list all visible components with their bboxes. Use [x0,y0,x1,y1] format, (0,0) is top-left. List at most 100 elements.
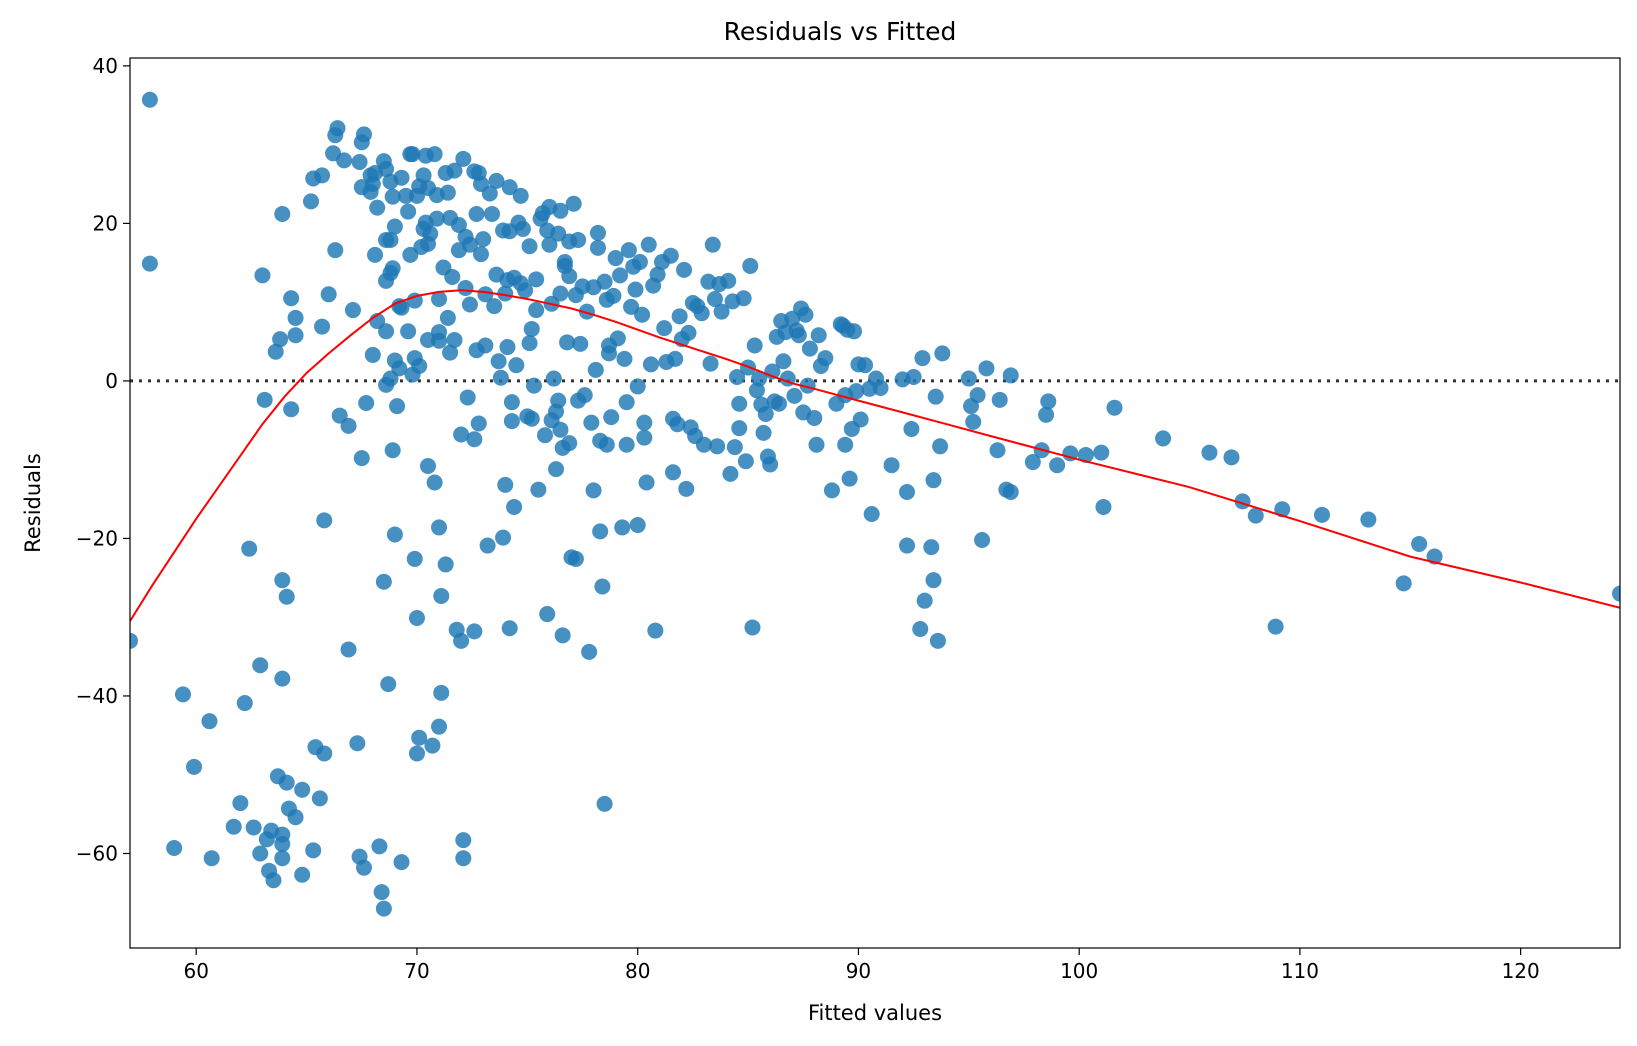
data-point [680,324,697,341]
data-point [278,588,295,605]
data-point [431,718,448,735]
data-point [636,414,653,431]
data-point [274,572,291,589]
data-point [439,184,456,201]
data-point [278,774,295,791]
data-point [709,438,726,455]
data-point [729,368,746,385]
data-point [453,426,470,443]
data-point [457,279,474,296]
data-point [552,202,569,219]
data-point [912,621,929,638]
data-point [367,246,384,263]
data-point [618,436,635,453]
data-point [1106,399,1123,416]
data-point [720,272,737,289]
y-tick-label: −20 [76,526,118,550]
data-point [631,253,648,270]
data-point [770,395,787,412]
data-point [501,179,518,196]
data-point [497,476,514,493]
lowess-trend-line [130,289,1620,622]
x-tick-label: 70 [404,959,429,983]
data-point [561,268,578,285]
data-point [481,185,498,202]
data-point [607,250,624,267]
data-point [1267,618,1284,635]
data-point [256,391,273,408]
data-point [141,255,158,272]
data-point [559,334,576,351]
data-point [706,291,723,308]
data-point [287,327,304,344]
data-point [468,205,485,222]
data-point [314,318,331,335]
data-point [550,225,567,242]
x-tick-label: 90 [846,959,871,983]
data-point [384,188,401,205]
data-point [1395,575,1412,592]
data-point [453,632,470,649]
data-point [581,643,598,660]
data-point [702,355,719,372]
data-point [203,850,220,867]
data-point [287,809,304,826]
data-point [1093,444,1110,461]
data-point [552,421,569,438]
data-point [431,291,448,308]
data-point [470,415,487,432]
data-point [1360,511,1377,528]
data-point [1038,406,1055,423]
data-point [455,850,472,867]
y-tick-label: 20 [93,211,118,235]
data-point [386,218,403,235]
y-tick-label: 0 [105,369,118,393]
data-point [605,287,622,304]
data-point [823,482,840,499]
data-point [393,169,410,186]
data-point [837,436,854,453]
y-tick-label: 40 [93,54,118,78]
data-point [934,345,951,362]
data-point [916,592,933,609]
x-tick-label: 110 [1281,959,1319,983]
data-point [459,389,476,406]
data-point [790,327,807,344]
data-point [488,172,505,189]
data-point [1612,585,1620,602]
data-point [528,271,545,288]
data-point [358,394,375,411]
data-point [353,450,370,467]
data-point [693,305,710,322]
data-point [614,519,631,536]
x-tick-label: 80 [625,959,650,983]
data-point [528,302,545,319]
data-point [371,838,388,855]
data-point [320,286,337,303]
data-point [914,350,931,367]
data-point [525,377,542,394]
data-point [1049,457,1066,474]
data-point [808,436,825,453]
data-point [548,461,565,478]
data-point [1002,483,1019,500]
data-point [751,370,768,387]
data-point [389,398,406,415]
data-point [225,818,242,835]
data-point [336,152,353,169]
y-tick-label: −60 [76,841,118,865]
data-point [477,286,494,303]
data-point [351,153,368,170]
data-point [636,429,653,446]
data-point [294,866,311,883]
x-axis-label: Fitted values [808,1001,942,1025]
data-point [576,387,593,404]
data-point [446,331,463,348]
data-point [609,330,626,347]
data-point [439,309,456,326]
data-point [241,540,258,557]
data-point [355,126,372,143]
data-point [616,350,633,367]
data-point [969,387,986,404]
data-point [612,267,629,284]
